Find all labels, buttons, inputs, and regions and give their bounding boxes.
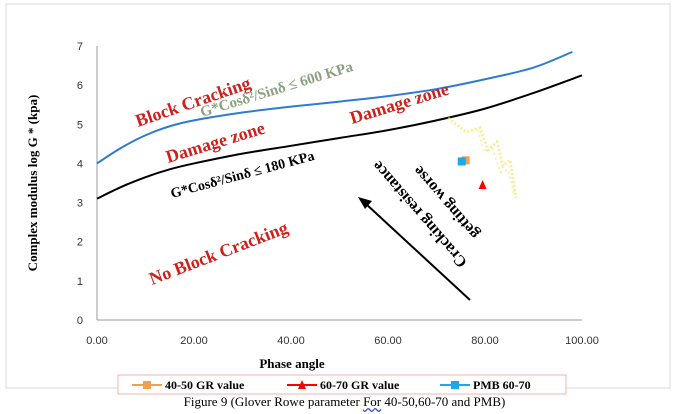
- y-tick-label: 7: [77, 41, 83, 53]
- x-tick-label: 60.00: [374, 335, 402, 347]
- legend-marker: [451, 381, 459, 389]
- data-markers: [457, 156, 487, 189]
- y-tick-label: 0: [77, 315, 83, 327]
- cracking-arrow-head: [358, 197, 372, 209]
- x-tick-label: 80.00: [471, 335, 499, 347]
- smear-mark-2: [477, 129, 515, 195]
- y-tick-label: 5: [77, 119, 83, 131]
- figure-caption: Figure 9 (Glover Rowe parameter For 40-5…: [0, 394, 689, 410]
- legend-label: PMB 60-70: [473, 378, 531, 392]
- caption-prefix: Figure 9 (Glover Rowe parameter: [183, 394, 364, 409]
- x-axis-ticks: 0.00 20.00 40.00 60.00 80.00 100.00: [86, 335, 599, 347]
- legend-label: 40-50 GR value: [165, 378, 245, 392]
- upper-limit-curve: [96, 50, 573, 165]
- cracking-arrow-line: [365, 203, 471, 301]
- x-tick-label: 0.00: [86, 335, 107, 347]
- y-tick-label: 6: [77, 80, 83, 92]
- lower-limit-curve: [96, 74, 583, 200]
- x-tick-label: 40.00: [277, 335, 305, 347]
- y-axis-title: Complex modulus log G * (kpa): [25, 95, 40, 272]
- y-axis-ticks: 0 1 2 3 4 5 6 7: [77, 41, 83, 327]
- x-axis-title: Phase angle: [259, 356, 325, 371]
- x-tick-label: 20.00: [180, 335, 208, 347]
- legend-box: [117, 374, 567, 395]
- legend: 40-50 GR value 60-70 GR value PMB 60-70: [132, 378, 531, 392]
- caption-underlined-word: For: [363, 394, 382, 409]
- caption-suffix: 40-50,60-70 and PMB): [381, 394, 506, 409]
- data-point-pmb-60-70: [457, 157, 466, 166]
- smear-mark: [447, 116, 518, 199]
- legend-marker: [143, 381, 151, 389]
- y-tick-label: 2: [77, 237, 83, 249]
- x-tick-label: 100.00: [565, 335, 599, 347]
- y-tick-label: 4: [77, 158, 83, 170]
- legend-label: 60-70 GR value: [320, 378, 400, 392]
- data-point-60-70-gr-value: [478, 179, 487, 189]
- y-tick-label: 3: [77, 198, 83, 210]
- y-tick-label: 1: [77, 276, 83, 288]
- chart-frame: [5, 3, 671, 389]
- legend-marker: [298, 380, 306, 389]
